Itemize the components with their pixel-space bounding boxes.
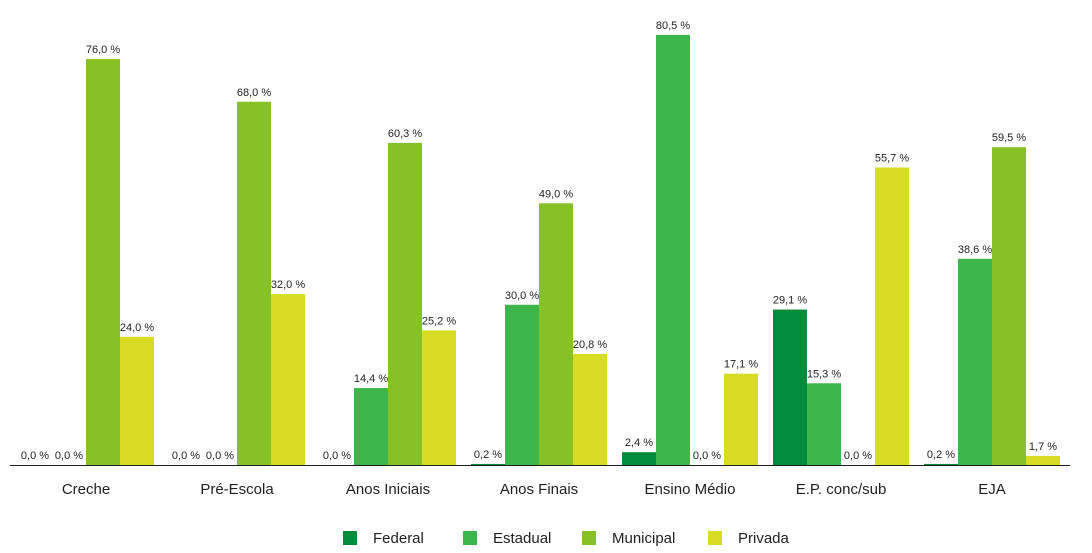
value-label-anos-iniciais-federal: 0,0 % [323,450,351,462]
value-label-eja-municipal: 59,5 % [992,132,1026,144]
bar-e-p-conc-sub-privada [875,167,909,465]
value-label-anos-finais-estadual: 30,0 % [505,290,539,302]
bar-pre-escola-municipal [237,101,271,465]
value-label-eja-estadual: 38,6 % [958,244,992,256]
bar-creche-privada [120,336,154,465]
legend-label-estadual: Estadual [493,530,551,547]
bar-ensino-medio-federal [622,452,656,465]
bar-e-p-conc-sub-federal [773,309,807,465]
category-label-pre-escola: Pré-Escola [200,481,274,498]
value-label-anos-iniciais-privada: 25,2 % [422,315,456,327]
legend-swatch-municipal [582,531,596,545]
bar-anos-finais-estadual [505,304,539,465]
legend: Federal Estadual Municipal Privada [343,530,790,547]
value-label-pre-escola-estadual: 0,0 % [206,450,234,462]
value-labels-group: 0,0 % 0,0 % 76,0 % 24,0 % 0,0 % 0,0 % 68,0 % 32… [21,20,1057,462]
value-label-creche-municipal: 76,0 % [86,44,120,56]
category-label-anos-iniciais: Anos Iniciais [346,481,430,498]
bar-eja-estadual [958,258,992,465]
category-label-creche: Creche [62,481,110,498]
legend-label-federal: Federal [373,530,424,547]
bar-anos-iniciais-estadual [354,388,388,465]
category-label-anos-finais: Anos Finais [500,481,578,498]
bar-ensino-medio-estadual [656,35,690,465]
legend-swatch-privada [708,531,722,545]
legend-swatch-federal [343,531,357,545]
value-label-anos-finais-municipal: 49,0 % [539,188,573,200]
value-label-e-p-conc-sub-federal: 29,1 % [773,295,807,307]
value-label-creche-federal: 0,0 % [21,450,49,462]
category-label-e-p-conc-sub: E.P. conc/sub [796,481,887,498]
value-label-anos-finais-privada: 20,8 % [573,339,607,351]
value-label-e-p-conc-sub-privada: 55,7 % [875,152,909,164]
bar-eja-federal [924,463,958,465]
value-label-ensino-medio-municipal: 0,0 % [693,450,721,462]
category-labels-group: Creche Pré-Escola Anos Iniciais Anos Finais… [62,481,1006,498]
category-label-ensino-medio: Ensino Médio [645,481,736,498]
value-label-anos-finais-federal: 0,2 % [474,449,502,461]
value-label-ensino-medio-estadual: 80,5 % [656,20,690,32]
value-label-eja-privada: 1,7 % [1029,441,1057,453]
bar-e-p-conc-sub-estadual [807,383,841,465]
value-label-anos-iniciais-estadual: 14,4 % [354,373,388,385]
bar-anos-finais-federal [471,463,505,465]
value-label-pre-escola-privada: 32,0 % [271,279,305,291]
value-label-e-p-conc-sub-estadual: 15,3 % [807,368,841,380]
value-label-eja-federal: 0,2 % [927,449,955,461]
bar-anos-finais-privada [573,353,607,465]
bar-anos-iniciais-municipal [388,142,422,465]
legend-swatch-estadual [463,531,477,545]
value-label-anos-iniciais-municipal: 60,3 % [388,128,422,140]
value-label-e-p-conc-sub-municipal: 0,0 % [844,450,872,462]
bar-ensino-medio-privada [724,373,758,465]
category-label-eja: EJA [978,481,1006,498]
value-label-creche-privada: 24,0 % [120,322,154,334]
bar-pre-escola-privada [271,294,305,465]
legend-label-privada: Privada [738,530,790,547]
bar-anos-iniciais-privada [422,330,456,465]
bar-eja-privada [1026,455,1060,465]
value-label-creche-estadual: 0,0 % [55,450,83,462]
bar-creche-municipal [86,59,120,466]
value-label-pre-escola-municipal: 68,0 % [237,87,271,99]
bars-group [86,35,1060,466]
value-label-ensino-medio-privada: 17,1 % [724,359,758,371]
value-label-pre-escola-federal: 0,0 % [172,450,200,462]
value-label-ensino-medio-federal: 2,4 % [625,437,653,449]
bar-anos-finais-municipal [539,203,573,465]
legend-label-municipal: Municipal [612,530,675,547]
bar-eja-municipal [992,147,1026,465]
